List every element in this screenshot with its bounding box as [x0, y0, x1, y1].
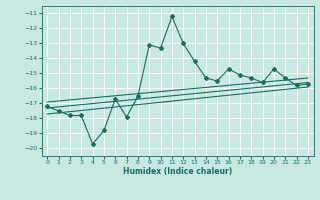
X-axis label: Humidex (Indice chaleur): Humidex (Indice chaleur) — [123, 167, 232, 176]
